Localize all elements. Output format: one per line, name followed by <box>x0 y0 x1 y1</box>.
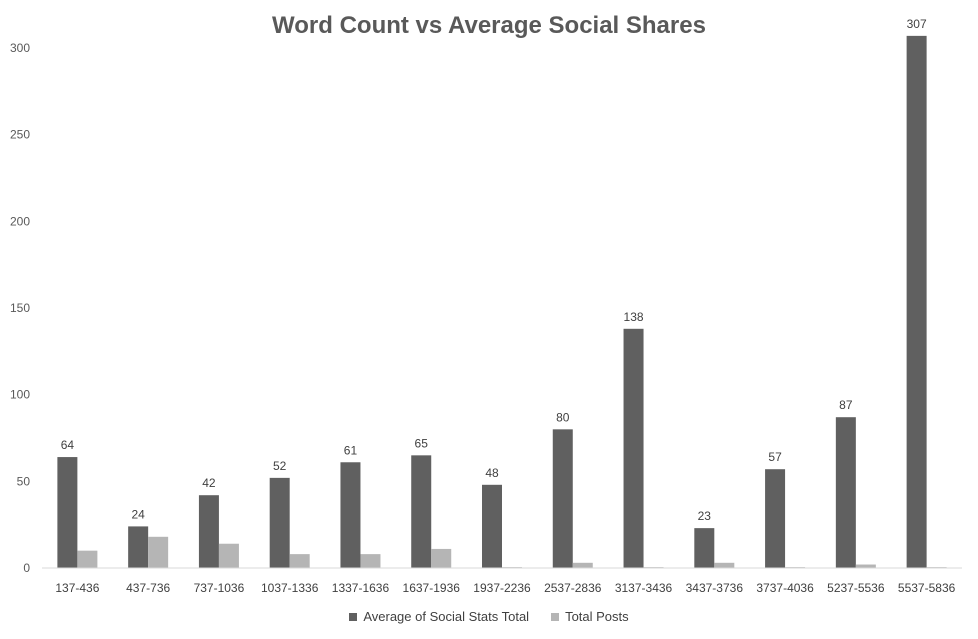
x-tick-label: 137-436 <box>55 581 99 595</box>
bar-chart: 0 50 100 150 200 250 300 64 24 42 52 61 65 48 80 138 23… <box>10 17 962 595</box>
x-tick-label: 437-736 <box>126 581 170 595</box>
bar-total-posts <box>431 548 452 568</box>
bar-avg-social <box>411 455 432 568</box>
bar-avg-social <box>694 528 715 568</box>
x-tick-label: 1037-1336 <box>261 581 319 595</box>
bar-avg-social <box>269 477 290 568</box>
legend-swatch-total-posts <box>551 612 560 621</box>
data-label-avg-social: 65 <box>415 436 429 450</box>
data-label-avg-social: 52 <box>273 459 287 473</box>
y-tick-label: 50 <box>17 474 31 488</box>
legend: Average of Social Stats Total Total Post… <box>0 609 978 624</box>
legend-swatch-avg-social <box>349 612 358 621</box>
bar-avg-social <box>552 429 573 568</box>
y-tick-label: 150 <box>10 301 30 315</box>
bar-total-posts <box>289 554 310 568</box>
y-axis: 0 50 100 150 200 250 300 <box>10 41 30 575</box>
data-label-avg-social: 23 <box>698 509 712 523</box>
bar-avg-social <box>906 35 927 569</box>
bar-total-posts <box>855 564 876 568</box>
y-tick-label: 100 <box>10 388 30 402</box>
bar-total-posts <box>360 554 381 568</box>
bar-avg-social <box>623 328 644 568</box>
bar-total-posts <box>714 562 735 568</box>
legend-label-total-posts: Total Posts <box>565 609 629 624</box>
data-label-avg-social: 24 <box>131 507 145 521</box>
chart-title: Word Count vs Average Social Shares <box>272 12 706 39</box>
data-label-avg-social: 80 <box>556 410 570 424</box>
bar-total-posts <box>77 550 98 568</box>
bar-total-posts <box>572 562 593 568</box>
bar-avg-social <box>128 526 149 568</box>
x-tick-label: 3437-3736 <box>686 581 744 595</box>
bar-avg-social <box>482 484 502 568</box>
plot-area: 64 24 42 52 61 65 48 80 138 23 57 87 307 <box>57 17 947 569</box>
bar-avg-social <box>835 417 856 568</box>
x-tick-label: 1337-1636 <box>332 581 390 595</box>
bar-total-posts <box>218 543 239 568</box>
data-label-avg-social: 64 <box>61 438 75 452</box>
y-tick-label: 200 <box>10 214 30 228</box>
x-tick-label: 1637-1936 <box>403 581 461 595</box>
data-label-avg-social: 87 <box>839 398 853 412</box>
legend-item-total-posts: Total Posts <box>551 609 629 624</box>
x-tick-label: 2537-2836 <box>544 581 602 595</box>
data-label-avg-social: 48 <box>485 466 499 480</box>
data-label-avg-social: 138 <box>624 310 644 324</box>
y-tick-label: 250 <box>10 128 30 142</box>
y-tick-label: 0 <box>23 561 30 575</box>
bar-total-posts <box>148 536 169 568</box>
data-label-avg-social: 307 <box>907 17 927 31</box>
x-tick-label: 5237-5536 <box>827 581 885 595</box>
bar-avg-social <box>57 457 78 568</box>
bar-avg-social <box>340 462 361 568</box>
x-tick-label: 5537-5836 <box>898 581 956 595</box>
data-label-avg-social: 42 <box>202 476 216 490</box>
legend-label-avg-social: Average of Social Stats Total <box>363 609 530 624</box>
x-axis: 137-436 437-736 737-1036 1037-1336 1337-1636… <box>42 567 962 595</box>
data-label-avg-social: 61 <box>344 443 358 457</box>
x-tick-label: 3137-3436 <box>615 581 673 595</box>
x-tick-label: 1937-2236 <box>473 581 531 595</box>
y-tick-label: 300 <box>10 41 30 55</box>
x-tick-label: 737-1036 <box>194 581 245 595</box>
bar-avg-social <box>765 469 786 568</box>
legend-item-avg-social: Average of Social Stats Total <box>349 609 529 624</box>
bar-avg-social <box>198 495 219 568</box>
data-label-avg-social: 57 <box>768 450 782 464</box>
x-tick-label: 3737-4036 <box>756 581 814 595</box>
